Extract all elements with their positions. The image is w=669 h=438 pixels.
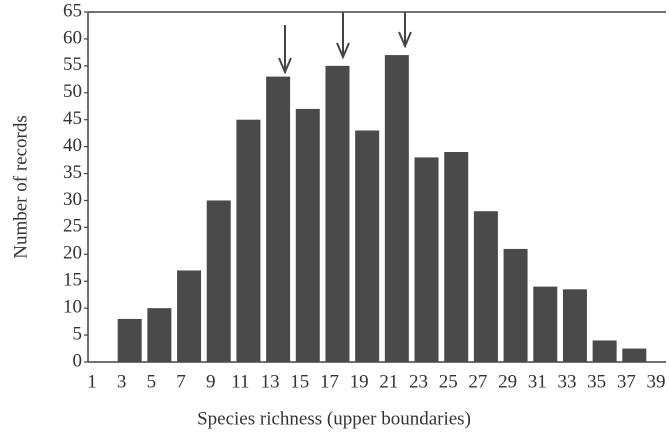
x-tick-label: 7 xyxy=(176,371,186,392)
x-tick-label: 15 xyxy=(290,371,309,392)
bar xyxy=(622,348,647,362)
bar xyxy=(325,65,350,362)
y-tick-label: 10 xyxy=(63,297,82,318)
bar xyxy=(503,248,528,362)
x-tick-label: 23 xyxy=(409,371,428,392)
y-tick-label: 50 xyxy=(63,81,82,102)
arrow xyxy=(336,12,350,60)
y-tick-label: 30 xyxy=(63,189,82,210)
x-tick-label: 11 xyxy=(231,371,249,392)
x-tick-label: 1 xyxy=(87,371,97,392)
arrows xyxy=(278,12,412,75)
x-tick-label: 19 xyxy=(350,371,369,392)
y-tick-label: 40 xyxy=(63,135,82,156)
y-tick-label: 0 xyxy=(73,350,83,371)
bar xyxy=(295,108,320,362)
y-tick-label: 60 xyxy=(63,27,82,48)
x-tick-label: 35 xyxy=(587,371,606,392)
bar xyxy=(592,340,617,362)
x-tick-label: 39 xyxy=(647,371,666,392)
bar xyxy=(384,55,409,362)
bar xyxy=(117,318,142,362)
bar xyxy=(266,76,291,362)
bar xyxy=(444,152,469,362)
x-tick-label: 17 xyxy=(320,371,339,392)
y-axis-label: Number of records xyxy=(10,115,31,259)
bar xyxy=(206,200,231,362)
y-tick-label: 55 xyxy=(63,54,82,75)
y-tick-label: 20 xyxy=(63,243,82,264)
x-tick-label: 5 xyxy=(147,371,157,392)
y-tick-label: 35 xyxy=(63,162,82,183)
y-tick-label: 65 xyxy=(63,0,82,21)
bar xyxy=(177,270,202,362)
x-tick-label: 37 xyxy=(617,371,636,392)
x-tick-label: 13 xyxy=(261,371,280,392)
x-tick-label: 27 xyxy=(468,371,487,392)
x-tick-label: 25 xyxy=(439,371,458,392)
x-tick-label: 21 xyxy=(379,371,398,392)
x-tick-label: 29 xyxy=(498,371,517,392)
x-tick-label: 9 xyxy=(206,371,216,392)
bar xyxy=(414,157,439,362)
arrow xyxy=(398,12,412,49)
bar xyxy=(533,286,558,362)
bar xyxy=(562,289,587,362)
arrow xyxy=(278,25,292,75)
y-tick-label: 15 xyxy=(63,270,82,291)
bar xyxy=(236,119,261,362)
bar xyxy=(147,308,172,362)
x-axis-label: Species richness (upper boundaries) xyxy=(197,408,471,429)
bar xyxy=(473,211,498,362)
y-tick-label: 25 xyxy=(63,216,82,237)
x-tick-label: 3 xyxy=(117,371,127,392)
x-tick-label: 33 xyxy=(557,371,576,392)
y-tick-label: 5 xyxy=(73,323,83,344)
y-tick-label: 45 xyxy=(63,108,82,129)
x-tick-label: 31 xyxy=(528,371,547,392)
bar xyxy=(355,130,380,362)
